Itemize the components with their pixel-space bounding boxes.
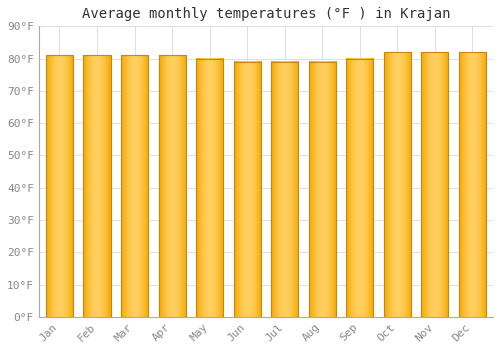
Bar bbox=[308, 62, 336, 317]
Bar bbox=[422, 52, 448, 317]
Bar bbox=[346, 58, 374, 317]
Bar bbox=[384, 52, 411, 317]
Bar bbox=[121, 55, 148, 317]
Title: Average monthly temperatures (°F ) in Krajan: Average monthly temperatures (°F ) in Kr… bbox=[82, 7, 450, 21]
Bar bbox=[196, 58, 223, 317]
Bar bbox=[459, 52, 486, 317]
Bar bbox=[84, 55, 110, 317]
Bar bbox=[158, 55, 186, 317]
Bar bbox=[46, 55, 73, 317]
Bar bbox=[234, 62, 260, 317]
Bar bbox=[271, 62, 298, 317]
